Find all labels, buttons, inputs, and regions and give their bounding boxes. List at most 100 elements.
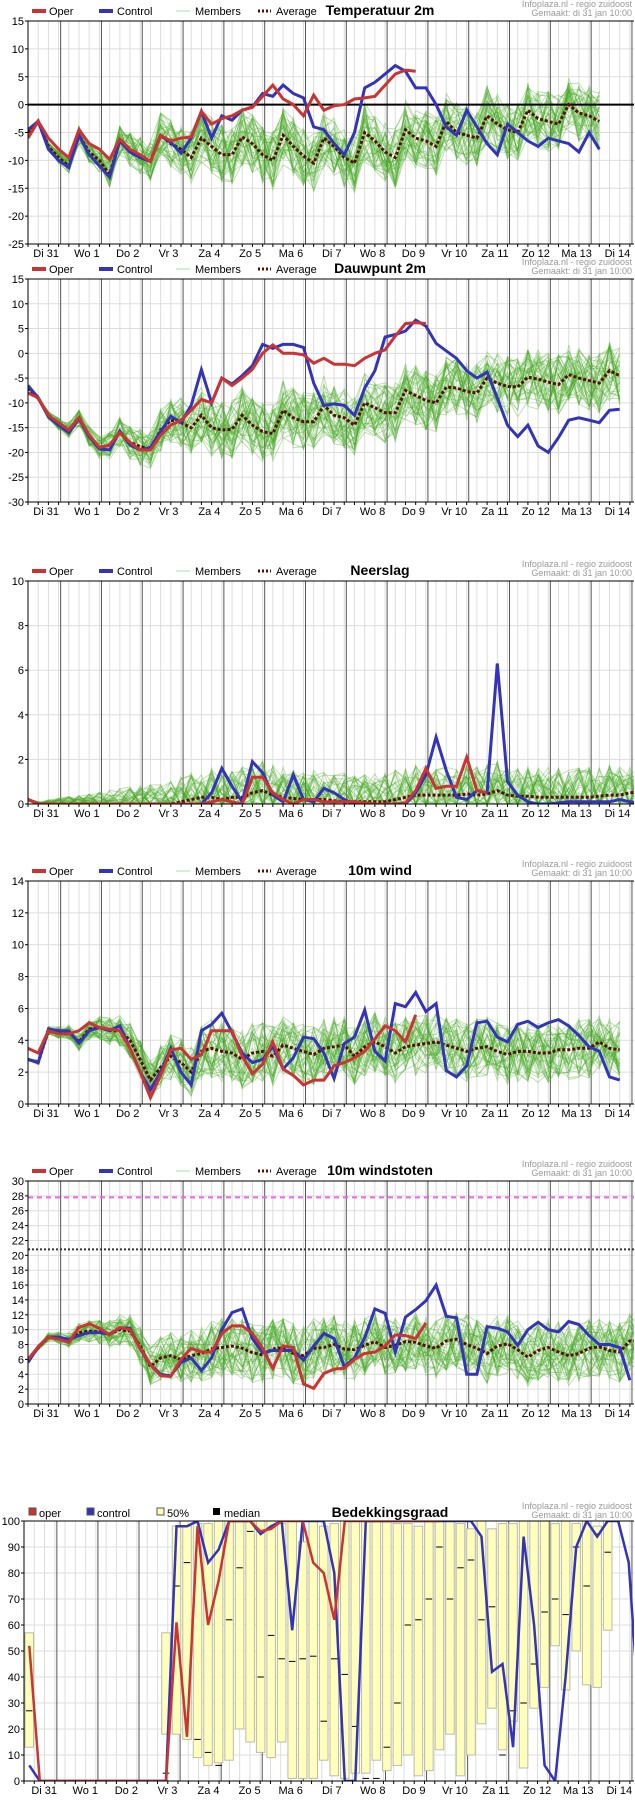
legend: Oper Control Members Average: [32, 1166, 317, 1178]
band-bar: [287, 1521, 297, 1779]
member-line: [28, 350, 621, 457]
x-tick-label: Di 31: [33, 248, 59, 260]
control-swatch: [99, 569, 113, 573]
member-line: [28, 761, 634, 804]
x-tick-label: Vr 10: [441, 1108, 467, 1120]
x-tick-label: Za 11: [481, 1108, 508, 1120]
member-line: [28, 346, 621, 461]
y-tick-label: -10: [8, 155, 24, 167]
x-tick-label: Ma 13: [561, 808, 592, 820]
member-line: [28, 353, 621, 458]
legend-control: Control: [117, 264, 152, 276]
x-tick-label: Di 7: [322, 248, 342, 260]
member-line: [28, 82, 600, 182]
y-tick-label: 60: [8, 1620, 20, 1632]
member-line: [28, 1311, 634, 1386]
legend-oper: Oper: [49, 566, 74, 578]
x-tick-label: Di 7: [322, 808, 342, 820]
member-line: [28, 1018, 621, 1085]
oper-line: [28, 68, 416, 164]
member-line: [28, 765, 634, 804]
legend-average: Average: [276, 6, 317, 18]
member-line: [28, 85, 600, 188]
member-line: [28, 83, 600, 187]
member-line: [28, 93, 600, 173]
band-bar: [371, 1521, 382, 1761]
y-tick-label: 0: [18, 100, 24, 112]
y-tick-label: 5: [18, 72, 24, 84]
x-tick-label: Wo 8: [360, 1785, 385, 1797]
chart-6: oper control 50% median Bedekkingsgraad Infop…: [0, 1460, 635, 1800]
made-label: Gemaakt: di 31 jan 10:00: [531, 8, 632, 18]
x-tick-label: Wo 1: [74, 1108, 99, 1120]
y-tick-label: 2: [18, 1067, 24, 1079]
member-line: [28, 763, 634, 804]
band-bar: [539, 1521, 550, 1688]
x-tick-label: Do 9: [402, 1408, 425, 1420]
member-line: [28, 95, 600, 192]
member-line: [28, 85, 600, 184]
y-tick-label: 6: [18, 665, 24, 677]
legend: Oper Control Members Average: [32, 566, 317, 578]
x-tick-label: Vr 3: [159, 506, 179, 518]
band-bar: [550, 1523, 560, 1647]
x-tick-label: Di 14: [605, 248, 631, 260]
member-line: [28, 353, 621, 465]
legend-average: Average: [276, 1166, 317, 1178]
legend-oper: oper: [39, 1508, 61, 1520]
band-bar: [203, 1523, 213, 1766]
member-line: [28, 763, 634, 804]
legend-average: Average: [276, 264, 317, 276]
band-bar: [361, 1521, 371, 1774]
band-bar: [497, 1523, 508, 1751]
oper-swatch: [32, 569, 46, 573]
legend-average: Average: [276, 566, 317, 578]
x-tick-label: Za 4: [198, 1108, 220, 1120]
chart-title: 10m windstoten: [327, 1162, 433, 1178]
member-line: [28, 766, 634, 804]
band-bar: [445, 1521, 455, 1735]
member-line: [28, 350, 620, 460]
y-tick-label: 4: [18, 710, 24, 722]
y-tick-label: -5: [14, 128, 24, 140]
member-line: [28, 1014, 620, 1090]
band-swatch: [156, 1507, 165, 1516]
member-line: [28, 768, 634, 804]
y-tick-label: 18: [12, 1265, 24, 1277]
source-label: Infoplaza.nl - regio zuidoost: [522, 1501, 633, 1511]
x-tick-label: Ma 6: [278, 1785, 302, 1797]
control-swatch: [99, 869, 113, 873]
x-tick-label: Ma 13: [561, 1108, 592, 1120]
member-line: [28, 354, 621, 455]
legend: oper control 50% median: [28, 1507, 260, 1520]
member-line: [28, 1012, 621, 1102]
member-line: [28, 1016, 621, 1090]
chart-2: Oper Control Members Average Dauwpunt 2m Info…: [0, 257, 635, 558]
x-tick-label: Di 14: [605, 1108, 631, 1120]
member-line: [28, 1013, 621, 1089]
y-tick-label: 30: [12, 1176, 24, 1188]
legend-control: Control: [117, 866, 152, 878]
member-line: [28, 1018, 621, 1089]
member-line: [28, 1015, 621, 1102]
plot-area: [28, 663, 634, 804]
x-tick-label: Do 2: [116, 1408, 139, 1420]
member-line: [28, 91, 600, 181]
oper-swatch: [32, 267, 46, 271]
x-tick-label: Do 2: [116, 506, 139, 518]
member-line: [28, 1019, 621, 1087]
member-line: [28, 1015, 621, 1095]
y-tick-label: 14: [12, 876, 24, 888]
member-line: [28, 767, 634, 804]
y-tick-label: 0: [18, 799, 24, 811]
member-line: [28, 765, 634, 804]
legend-control: control: [97, 1508, 130, 1520]
x-tick-label: Zo 12: [522, 506, 550, 518]
x-tick-label: Di 7: [322, 1108, 342, 1120]
member-line: [28, 358, 620, 460]
band-bar: [245, 1521, 255, 1743]
band-bar: [466, 1528, 476, 1756]
x-tick-label: Zo 12: [522, 1408, 550, 1420]
made-label: Gemaakt: di 31 jan 10:00: [531, 568, 632, 578]
band-bar: [602, 1521, 613, 1631]
